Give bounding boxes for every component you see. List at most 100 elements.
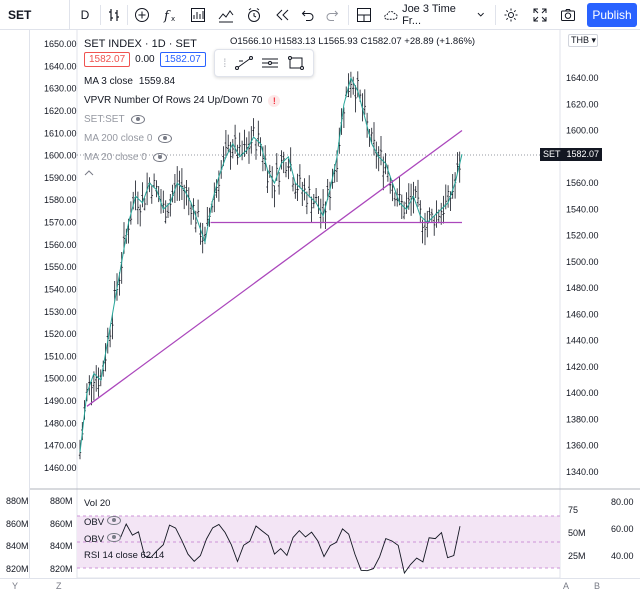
redo-icon[interactable] [320,0,344,30]
hidden-eye-icon[interactable] [152,153,167,162]
templates-icon[interactable] [184,0,212,30]
left-tick-label: 1520.00 [44,329,77,339]
left-tick-label: 1560.00 [44,240,77,250]
toolbar-divider [495,4,496,25]
replay-icon[interactable] [268,0,296,30]
sub-pane-axes: 880M 860M 840M 820M 880M 860M 840M 820M 75 50M 25M… [6,496,634,574]
settings-icon[interactable] [496,0,526,30]
obv-legend-2[interactable]: OBV [84,533,121,545]
drag-handle-icon[interactable]: ⁞ [223,56,227,70]
left-tick-label: 1530.00 [44,307,77,317]
ma3-label: MA 3 close [84,76,133,87]
candlestick-series [78,71,461,460]
left-tick-label: 1460.00 [44,463,77,473]
rsi-legend[interactable]: RSI 14 close 62.14 [84,550,164,561]
legend-ma200[interactable]: MA 200 close 0 [84,129,280,148]
price-tag-symbol: SET [540,148,564,161]
trendline-tool-icon[interactable] [234,56,253,70]
drawing-toolbar-strip [0,30,30,578]
rsi-label: RSI 14 close [84,550,138,561]
sell-price-box[interactable]: 1582.07 [84,52,131,67]
right-tick-label: 1540.00 [566,204,599,214]
left-tick-label: 1640.00 [44,61,77,71]
sub-right-tick-label-a: 75 [568,505,578,515]
layout-icon[interactable] [349,0,379,30]
currency-dropdown[interactable]: THB ▾ [568,34,598,47]
left-tick-label: 1490.00 [44,396,77,406]
right-tick-label: 1600.00 [566,126,599,136]
cloud-icon [384,10,398,20]
sub-right-tick-label-a: 50M [568,528,586,538]
toolbar-divider [127,4,128,25]
snapshot-icon[interactable] [554,0,582,30]
hidden-eye-icon[interactable] [130,115,145,124]
hidden-eye-icon[interactable] [106,533,121,542]
publish-button[interactable]: Publish [587,3,637,27]
right-tick-label: 1460.00 [566,309,599,319]
bottom-bar: Y Z A B [0,578,640,596]
rectangle-tool-icon[interactable] [287,56,305,70]
add-compare-icon[interactable] [128,0,156,30]
trendline-rising[interactable] [86,130,463,407]
left-tick-label: 1630.00 [44,84,77,94]
compare-icon[interactable] [212,0,240,30]
alert-icon[interactable] [240,0,268,30]
sub-inner-tick-label: 840M [50,541,73,551]
right-tick-label: 1500.00 [566,257,599,267]
right-tick-label: 1360.00 [566,441,599,451]
bar-style-icon[interactable] [101,0,127,30]
legend-setset[interactable]: SET:SET [84,110,280,129]
indicator-legend: MA 3 close 1559.84 VPVR Number Of Rows 24… [84,72,281,167]
ma3-value: 1559.84 [138,76,176,87]
left-letter-y[interactable]: Y [12,581,19,591]
left-letter-z[interactable]: Z [56,581,62,591]
last-price-tag: SET 1582.07 [540,148,603,161]
obv-legend-1[interactable]: OBV [84,516,121,528]
buy-price-box[interactable]: 1582.07 [159,52,206,67]
left-tick-label: 1550.00 [44,262,77,272]
collapse-legend-icon[interactable] [84,168,100,180]
ma-3-line [79,76,463,453]
sub-left-tick-label: 880M [6,496,29,506]
warning-icon[interactable]: ! [268,94,281,107]
legend-title[interactable]: SET INDEX · 1D · SET [84,37,197,50]
setset-label: SET:SET [84,114,125,125]
vol-legend[interactable]: Vol 20 [84,498,111,509]
ma200-label: MA 200 close 0 [84,133,153,144]
legend-ma20[interactable]: MA 20 close 0 [84,148,280,167]
hidden-eye-icon[interactable] [106,516,121,525]
hidden-eye-icon[interactable] [158,134,173,143]
sub-right-tick-label-a: 25M [568,551,586,561]
layout-name-dropdown[interactable]: Joe 3 Time Fr... [379,2,489,27]
left-tick-label: 1470.00 [44,441,77,451]
interval-button[interactable]: D [80,7,90,22]
right-tick-label: 1640.00 [566,73,599,83]
fullscreen-icon[interactable] [526,0,554,30]
rsi-line [119,522,461,575]
layout-name: Joe 3 Time Fr... [402,2,456,27]
sub-left-tick-label: 860M [6,519,29,529]
sub-right-tick-label-b: 60.00 [611,524,634,534]
sub-right-tick-label-b: 80.00 [611,497,634,507]
price-tag-value: 1582.07 [563,148,603,161]
legend-vpvr[interactable]: VPVR Number Of Rows 24 Up/Down 70! [84,91,281,110]
right-letter-b[interactable]: B [594,581,601,591]
left-price-axis[interactable]: 1650.00 1640.00 1630.00 1620.00 1610.00 1600.… [44,39,77,473]
symbol-search-button[interactable]: SET [0,0,70,30]
sub-left-tick-label: 840M [6,541,29,551]
undo-icon[interactable] [296,0,320,30]
spread-value: 0.00 [135,54,155,65]
right-letter-a[interactable]: A [563,581,570,591]
left-tick-label: 1650.00 [44,39,77,49]
floating-drawing-toolbar: ⁞ [214,49,314,77]
right-tick-label: 1400.00 [566,388,599,398]
sub-inner-tick-label: 820M [50,564,73,574]
vpvr-label: VPVR Number Of Rows 24 Up/Down 70 [84,95,263,106]
left-tick-label: 1540.00 [44,284,77,294]
legend-ma3[interactable]: MA 3 close 1559.84 [84,72,280,91]
right-tick-label: 1420.00 [566,362,599,372]
obv2-label: OBV [84,534,105,545]
currency-label: THB [571,35,589,45]
horizontal-lines-tool-icon[interactable] [261,56,279,70]
